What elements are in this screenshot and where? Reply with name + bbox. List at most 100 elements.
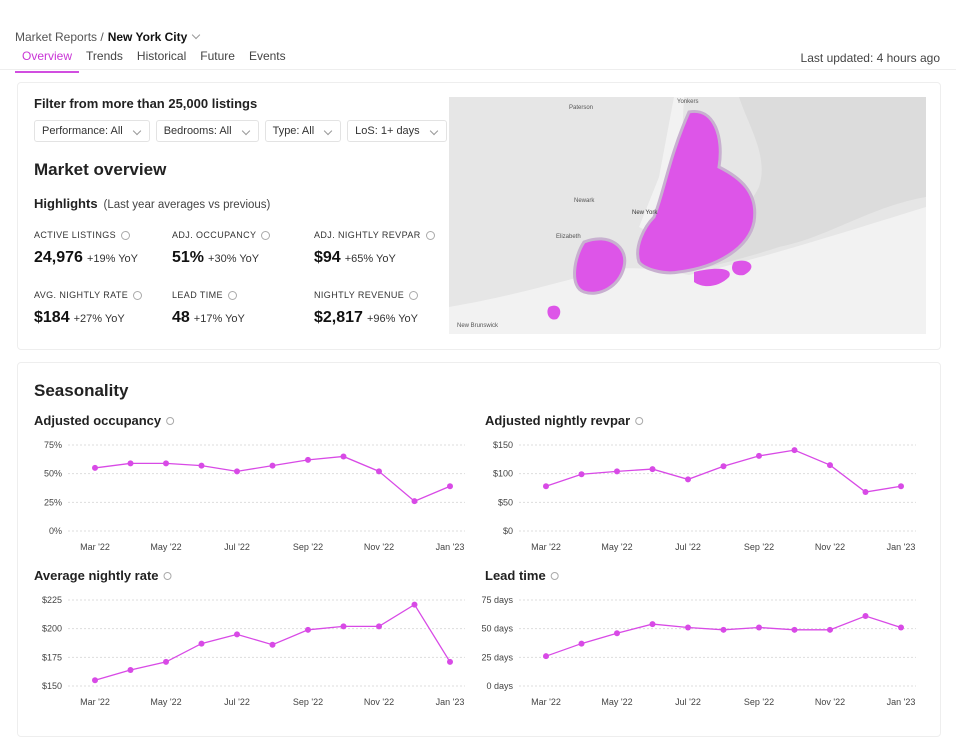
point (376, 468, 382, 475)
point (862, 613, 869, 620)
x-tick-label: Nov '22 (815, 542, 845, 552)
chart-title: Lead time (485, 568, 546, 583)
help-icon (133, 291, 143, 301)
point (305, 456, 311, 463)
breadcrumb-parent[interactable]: Market Reports / (15, 30, 104, 44)
divider (0, 69, 956, 70)
point (898, 483, 904, 490)
x-tick-label: Sep '22 (744, 542, 774, 552)
metric-change: +65% YoY (344, 253, 396, 265)
y-tick-label: $150 (493, 440, 513, 450)
y-tick-label: $175 (42, 652, 62, 662)
metric-label: ADJ. NIGHTLY REVPAR (314, 230, 435, 241)
metric-label-text: ADJ. NIGHTLY REVPAR (314, 230, 421, 240)
help-icon (550, 572, 559, 580)
x-tick-label: Sep '22 (293, 542, 323, 552)
x-tick-label: Nov '22 (364, 542, 394, 552)
point (543, 653, 549, 660)
filter[interactable]: Performance: All (34, 120, 150, 142)
filter[interactable]: Type: All (264, 120, 342, 142)
breadcrumb-current[interactable]: New York City (107, 30, 188, 44)
point (791, 626, 798, 633)
y-tick-label: $200 (42, 624, 62, 634)
point (163, 460, 169, 467)
point (614, 468, 620, 475)
chevron (323, 126, 333, 136)
y-tick-label: 25 days (481, 652, 513, 662)
point (827, 626, 833, 633)
point (720, 463, 727, 470)
metric-value: $94 +65% YoY (314, 249, 396, 267)
point (862, 489, 869, 496)
map-label: New Brunswick (457, 323, 499, 329)
y-tick-label: 0% (49, 526, 62, 536)
filter[interactable]: Bedrooms: All (155, 120, 259, 142)
chart: Average nightly rate $150 $175 $200 $225 Mar … (34, 568, 465, 707)
filters: Performance: All Bedrooms: All Type: All… (34, 120, 447, 142)
metric-label: NIGHTLY REVENUE (314, 290, 419, 301)
filter[interactable]: LoS: 1+ days (347, 120, 447, 142)
breadcrumb: Market Reports / New York City (15, 30, 201, 44)
y-tick-label: 50% (44, 469, 62, 479)
help-icon (163, 572, 172, 580)
tab[interactable]: Overview (15, 48, 80, 73)
line (545, 449, 902, 493)
map-area (694, 268, 730, 287)
point (649, 621, 656, 628)
tab[interactable]: Events (248, 49, 286, 63)
y-tick-label: $225 (42, 595, 62, 605)
point (898, 624, 904, 631)
chart-title: Adjusted occupancy (34, 413, 162, 428)
metric-label: ACTIVE LISTINGS (34, 230, 131, 241)
chart: Lead time 0 days 25 days 50 days 75 days Mar … (481, 568, 916, 707)
x-tick-label: Jan '23 (436, 697, 465, 707)
point (447, 658, 453, 665)
help-icon (261, 231, 271, 241)
point (127, 460, 134, 467)
map-label: Paterson (569, 105, 593, 111)
metric-change: +19% YoY (86, 253, 139, 265)
x-tick-label: Jul '22 (675, 542, 701, 552)
chart: Adjusted occupancy 0% 25% 50% 75% Mar '22 May … (34, 413, 465, 552)
metric-value: $184 +27% YoY (34, 309, 125, 327)
tab[interactable]: Historical (136, 49, 187, 63)
y-tick-label: $0 (503, 526, 513, 536)
x-tick-label: Mar '22 (531, 697, 561, 707)
x-tick-label: Sep '22 (293, 697, 323, 707)
metric-label-text: ADJ. OCCUPANCY (172, 230, 257, 240)
metric-change: +17% YoY (193, 313, 245, 325)
x-tick-label: May '22 (150, 542, 181, 552)
filter-label: LoS: 1+ days (355, 125, 420, 137)
point (198, 640, 205, 647)
metric-value-text: $94 (314, 249, 341, 266)
metric-value: 51% +30% YoY (172, 249, 259, 267)
chevron (429, 126, 438, 136)
tabs: Overview Trends Historical Future Events (15, 48, 293, 73)
metric-value-text: 48 (172, 309, 190, 326)
metric-value-text: $184 (34, 309, 70, 326)
y-tick-label: 75 days (481, 595, 513, 605)
highlights-title: Highlights (34, 196, 98, 211)
x-tick-label: May '22 (601, 697, 632, 707)
point (578, 471, 585, 478)
metric-value: $2,817 +96% YoY (314, 309, 418, 327)
point (127, 666, 134, 673)
chevron (241, 126, 250, 136)
map-area (547, 305, 561, 320)
point (543, 483, 549, 490)
tab[interactable]: Future (200, 49, 235, 63)
point (411, 601, 418, 608)
point (269, 641, 276, 648)
point (791, 447, 798, 454)
metric-value: 24,976 +19% YoY (34, 249, 138, 267)
x-tick-label: Mar '22 (80, 542, 110, 552)
help-icon (227, 291, 237, 301)
point (685, 476, 691, 483)
metric-change: +30% YoY (208, 253, 260, 265)
y-tick-label: $150 (42, 681, 62, 691)
x-tick-label: Jan '23 (436, 542, 465, 552)
line (545, 615, 902, 657)
highlights-note: (Last year averages vs previous) (103, 199, 271, 211)
tab[interactable]: Trends (86, 49, 123, 63)
